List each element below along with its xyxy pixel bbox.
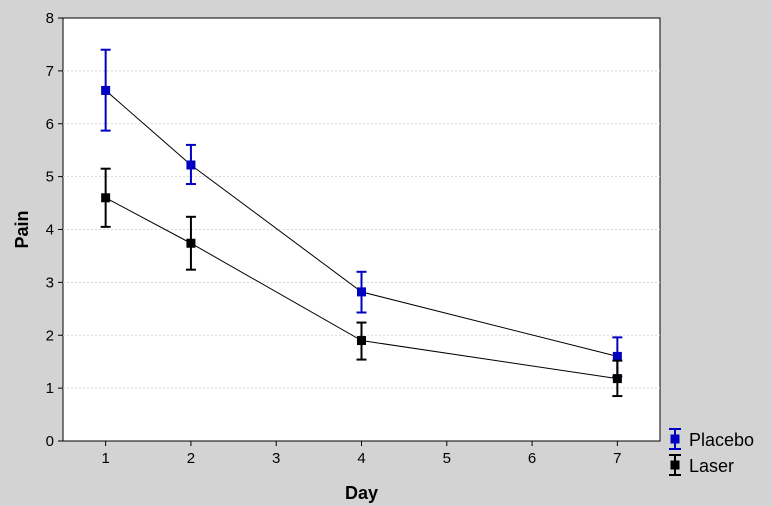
legend-marker <box>670 460 680 470</box>
y-tick-label: 8 <box>46 10 54 27</box>
legend-label: Placebo <box>689 430 754 450</box>
x-tick-label: 2 <box>187 450 195 467</box>
series-line-placebo <box>105 90 618 357</box>
data-point <box>101 193 111 203</box>
y-tick-label: 3 <box>46 274 54 291</box>
y-tick-label: 6 <box>46 116 54 133</box>
y-tick-label: 1 <box>46 380 54 397</box>
series-layer <box>100 48 623 398</box>
gridlines <box>63 70 660 389</box>
y-tick-label: 4 <box>46 222 54 239</box>
x-tick-label: 1 <box>101 450 109 467</box>
y-tick-label: 5 <box>46 169 54 186</box>
legend-label: Laser <box>689 456 734 476</box>
axes: 0 1 2 3 4 5 6 7 8 1 2 3 4 5 6 7 <box>46 10 622 467</box>
data-point <box>101 85 111 95</box>
legend: Placebo Laser <box>669 428 754 476</box>
y-tick-label: 2 <box>46 327 54 344</box>
y-tick-label: 7 <box>46 63 54 80</box>
x-tick-label: 7 <box>613 450 621 467</box>
data-point <box>186 238 196 248</box>
x-axis-title: Day <box>345 483 378 503</box>
x-tick-label: 4 <box>357 450 365 467</box>
data-point <box>357 287 366 297</box>
data-point <box>186 160 196 170</box>
data-point <box>612 351 622 361</box>
x-tick-label: 3 <box>272 450 280 467</box>
x-tick-label: 5 <box>443 450 451 467</box>
series-line-laser <box>105 197 618 380</box>
y-axis-title: Pain <box>12 210 32 248</box>
y-tick-label: 0 <box>46 433 54 450</box>
legend-marker <box>670 434 680 444</box>
data-point <box>357 336 366 346</box>
x-tick-label: 6 <box>528 450 536 467</box>
data-point <box>612 374 622 384</box>
